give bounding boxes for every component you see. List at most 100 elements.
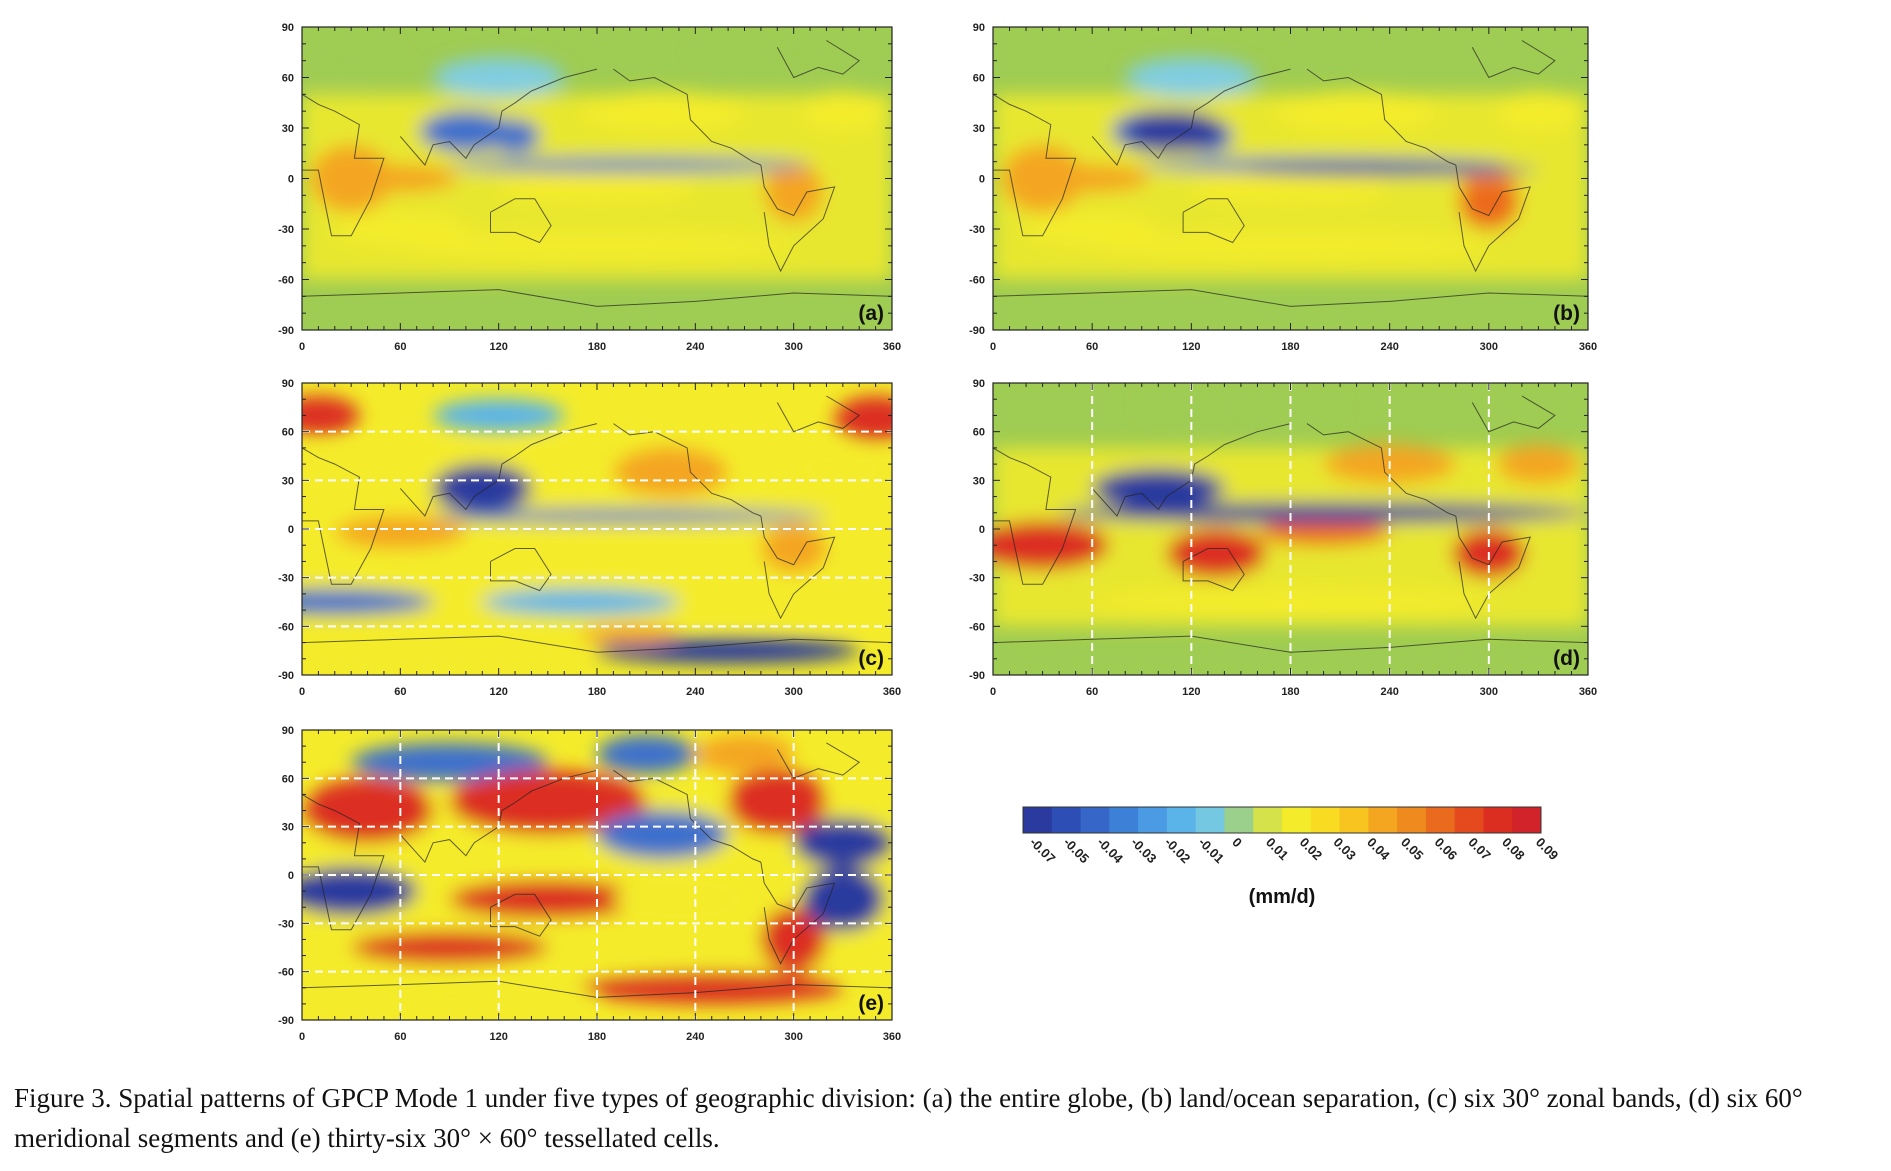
colorbar-tick-label: -0.03: [1128, 835, 1160, 867]
x-tick-label: 0: [299, 686, 305, 698]
coastline: [302, 447, 385, 585]
y-tick-label: -30: [278, 224, 294, 236]
field-region: [482, 589, 679, 615]
x-tick-label: 360: [883, 1031, 901, 1043]
axis-ticks: [992, 382, 1589, 676]
y-tick-label: 90: [973, 22, 985, 34]
field-region: [834, 395, 892, 442]
colorbar-swatch: [1310, 807, 1341, 833]
field-region: [420, 111, 512, 152]
x-tick-label: 300: [1480, 686, 1498, 698]
field-region: [1141, 387, 1341, 427]
axis-ticks: [992, 26, 1589, 331]
colorbar-tick-label: 0.05: [1398, 835, 1427, 864]
coastlines: [993, 395, 1588, 653]
field-region: [1125, 111, 1225, 152]
x-tick-label: 180: [1281, 686, 1299, 698]
panel-label: (c): [858, 647, 884, 670]
x-tick-label: 300: [784, 686, 802, 698]
colorbar-swatch: [1512, 807, 1542, 833]
coastline: [776, 40, 861, 79]
colorbar: -0.07 -0.05 -0.04 -0.03 -0.02 -0.01 0 0.01 0.02 0…: [1022, 806, 1562, 908]
field-region: [1273, 90, 1440, 132]
x-tick-label: 360: [1579, 686, 1597, 698]
y-tick-label: 30: [282, 123, 294, 135]
x-tick-label: 60: [394, 1031, 406, 1043]
division-lines: [1091, 383, 1490, 675]
x-tick-label: 300: [784, 341, 802, 353]
coastline: [399, 423, 598, 517]
y-tick-label: -60: [278, 621, 294, 633]
coastline: [302, 289, 892, 307]
x-tick-label: 0: [990, 686, 996, 698]
x-tick-label: 60: [1086, 686, 1098, 698]
coastline: [993, 635, 1588, 653]
x-tick-label: 180: [588, 341, 606, 353]
colorbar-swatch: [1339, 807, 1369, 833]
coastlines: [993, 40, 1588, 307]
colorbar-tick-label: -0.04: [1094, 835, 1126, 867]
colorbar-swatch: [1253, 807, 1283, 833]
field-region: [580, 90, 745, 132]
y-tick-label: 90: [973, 378, 985, 390]
colorbar-tick-label: 0.06: [1432, 835, 1461, 864]
field-region: [993, 520, 1109, 570]
field-region: [400, 232, 794, 260]
y-tick-label: 90: [282, 725, 294, 737]
x-tick-label: 180: [1281, 341, 1299, 353]
coastline: [993, 447, 1077, 585]
colorbar-tick-label: 0.02: [1297, 835, 1326, 864]
y-tick-label: -90: [969, 325, 985, 337]
x-tick-label: 360: [883, 341, 901, 353]
colorbar-swatch: [1368, 807, 1398, 833]
field-region: [351, 931, 548, 964]
field-region: [433, 509, 827, 523]
field-region: [613, 879, 745, 919]
y-tick-label: 0: [288, 174, 294, 186]
coastline: [1471, 395, 1556, 433]
field-region: [1092, 232, 1489, 260]
y-tick-label: 60: [282, 73, 294, 85]
x-tick-label: 360: [1579, 341, 1597, 353]
y-tick-label: -30: [278, 573, 294, 585]
x-tick-label: 60: [394, 341, 406, 353]
field-region: [801, 444, 884, 484]
y-tick-label: -60: [969, 621, 985, 633]
colorbar-swatch: [1425, 807, 1456, 833]
coastline: [1182, 548, 1245, 592]
field-region: [597, 637, 860, 664]
field-region: [1026, 212, 1159, 246]
y-tick-label: 30: [973, 123, 985, 135]
field-region: [310, 144, 393, 213]
coastline: [302, 93, 385, 237]
coastline: [302, 793, 385, 931]
field-region: [597, 734, 696, 774]
colorbar-tick-label: 0.08: [1499, 835, 1528, 864]
coastline: [613, 423, 762, 517]
field-region: [1001, 144, 1084, 213]
field-region: [302, 589, 434, 615]
coastline: [399, 769, 598, 864]
field-region: [695, 734, 794, 774]
color-field: [302, 383, 892, 675]
y-tick-label: 0: [288, 524, 294, 536]
figure-caption: Figure 3. Spatial patterns of GPCP Mode …: [14, 1083, 1803, 1153]
y-tick-label: -90: [278, 1015, 294, 1027]
y-tick-label: 60: [282, 773, 294, 785]
colorbar-swatch: [1397, 807, 1427, 833]
coastline: [1455, 515, 1531, 620]
coastline: [760, 515, 836, 620]
field-region: [302, 37, 401, 85]
x-tick-label: 60: [394, 686, 406, 698]
field-region: [1092, 468, 1225, 508]
color-field: [302, 730, 892, 1020]
colorbar-swatch: [1023, 807, 1053, 833]
colorbar-tick-label: 0.09: [1533, 835, 1562, 864]
colorbar-tick-label: -0.07: [1027, 835, 1059, 867]
colorbar-tick-label: 0.04: [1364, 835, 1393, 864]
coastline: [760, 164, 836, 273]
